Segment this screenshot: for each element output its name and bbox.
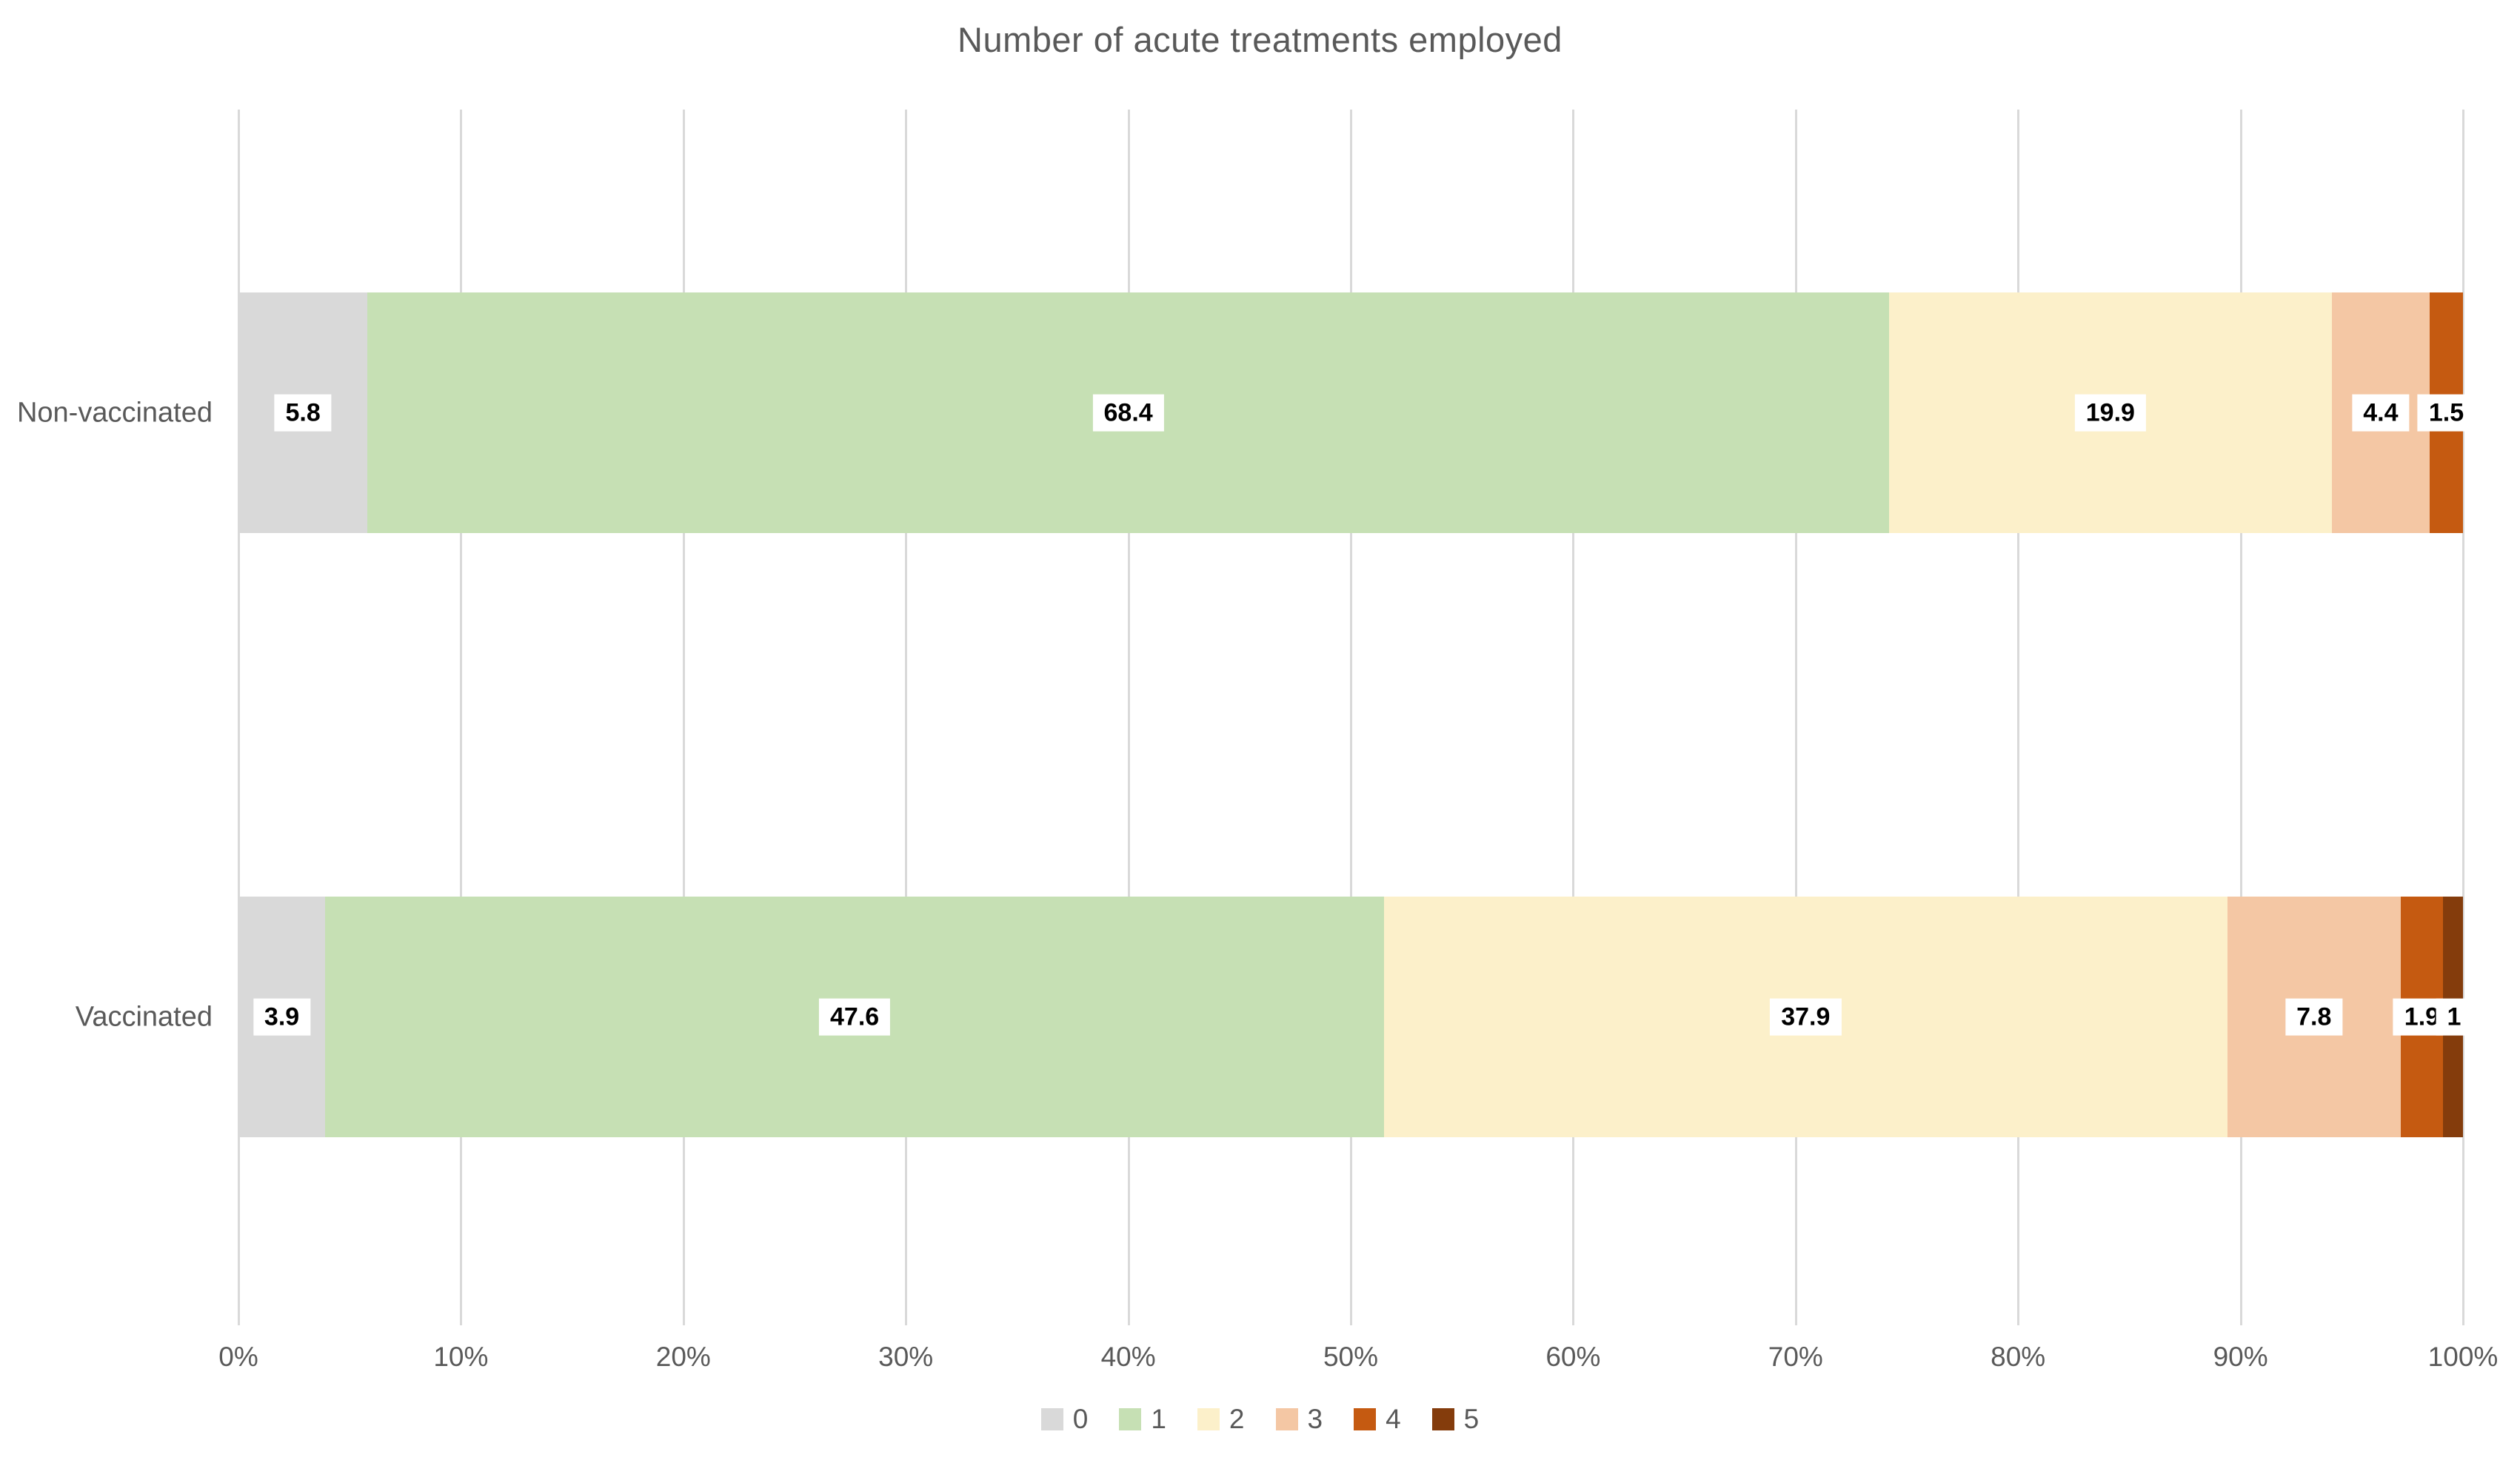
legend-item: 3: [1275, 1404, 1323, 1434]
legend-item: 5: [1431, 1404, 1480, 1434]
gridline: [238, 110, 240, 1325]
legend-item: 0: [1040, 1404, 1089, 1434]
gridline: [1127, 110, 1130, 1325]
gridline: [2239, 110, 2242, 1325]
gridline: [2462, 110, 2464, 1325]
legend-swatch: [1119, 1407, 1142, 1430]
gridline: [905, 110, 908, 1325]
gridline: [460, 110, 463, 1325]
gridline: [1350, 110, 1352, 1325]
plot-area: 5.8 68.4 19.9 4.4 1.5 3.9 47.6 37.9 7.8 1.9 1: [238, 110, 2476, 1325]
segment-data-label: 68.4: [1092, 394, 1164, 432]
legend-item: 4: [1354, 1405, 1401, 1433]
segment-data-label: 37.9: [1770, 998, 1842, 1036]
segment-data-label: 1.5: [2417, 394, 2476, 432]
gridline: [1572, 110, 1575, 1325]
legend-swatch: [1197, 1407, 1220, 1430]
x-axis-tick-label: 70%: [1768, 1342, 1823, 1372]
legend-label: 2: [1229, 1404, 1245, 1434]
category-label: Non-vaccinated: [16, 397, 213, 428]
segment-data-label: 1: [2436, 998, 2473, 1036]
x-axis-tick-label: 10%: [433, 1342, 489, 1372]
gridline: [1794, 110, 1797, 1325]
segment-data-label: 4.4: [2352, 394, 2410, 432]
legend: 0 1 2 3 4 5: [0, 1405, 2520, 1433]
legend-label: 5: [1463, 1404, 1480, 1434]
legend-label: 4: [1386, 1404, 1401, 1434]
legend-item: 2: [1197, 1405, 1245, 1433]
legend-label: 3: [1307, 1404, 1323, 1434]
segment-data-label: 19.9: [2074, 394, 2146, 432]
legend-swatch: [1354, 1407, 1377, 1430]
x-axis-tick-label: 50%: [1323, 1342, 1379, 1372]
x-axis-tick-label: 90%: [2213, 1342, 2268, 1372]
bar-row: 3.9 47.6 37.9 7.8 1.9 1: [238, 897, 2473, 1137]
legend-swatch: [1040, 1407, 1063, 1430]
segment-data-label: 3.9: [253, 998, 311, 1036]
chart-title: Number of acute treatments employed: [957, 20, 1563, 59]
x-axis-tick-label: 30%: [878, 1342, 934, 1372]
x-axis-tick-label: 60%: [1545, 1342, 1601, 1372]
x-axis-tick-label: 100%: [2427, 1342, 2499, 1372]
segment-data-label: 47.6: [819, 998, 891, 1036]
x-axis-tick-label: 20%: [655, 1342, 711, 1372]
category-label: Vaccinated: [75, 1001, 213, 1032]
segment-data-label: 5.8: [274, 394, 332, 432]
legend-label: 0: [1072, 1404, 1089, 1434]
gridline: [682, 110, 685, 1325]
gridline: [2017, 110, 2020, 1325]
x-axis-tick-label: 80%: [1991, 1342, 2046, 1372]
legend-swatch: [1275, 1407, 1298, 1430]
legend-label: 1: [1151, 1404, 1166, 1434]
legend-swatch: [1431, 1407, 1454, 1430]
x-axis-tick-label: 0%: [218, 1342, 258, 1372]
x-axis-tick-label: 40%: [1100, 1342, 1156, 1372]
segment-data-label: 7.8: [2285, 998, 2343, 1036]
legend-item: 1: [1119, 1405, 1166, 1433]
bar-row: 5.8 68.4 19.9 4.4 1.5: [238, 292, 2476, 533]
